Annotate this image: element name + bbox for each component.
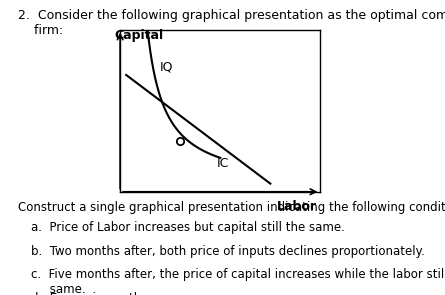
Text: b.  Two months after, both price of inputs declines proportionately.: b. Two months after, both price of input… — [31, 245, 425, 258]
Text: 2.  Consider the following graphical presentation as the optimal combination of : 2. Consider the following graphical pres… — [18, 9, 445, 37]
Text: IC: IC — [216, 158, 229, 171]
Text: IQ: IQ — [160, 60, 174, 73]
Text: Capital: Capital — [114, 30, 163, 42]
Text: d.  Expansion path.: d. Expansion path. — [31, 292, 145, 295]
Text: c.  Five months after, the price of capital increases while the labor still the
: c. Five months after, the price of capit… — [31, 268, 445, 295]
Text: a.  Price of Labor increases but capital still the same.: a. Price of Labor increases but capital … — [31, 221, 345, 234]
Text: Labor: Labor — [276, 200, 316, 213]
Text: Construct a single graphical presentation indicating the following conditions:: Construct a single graphical presentatio… — [18, 201, 445, 214]
